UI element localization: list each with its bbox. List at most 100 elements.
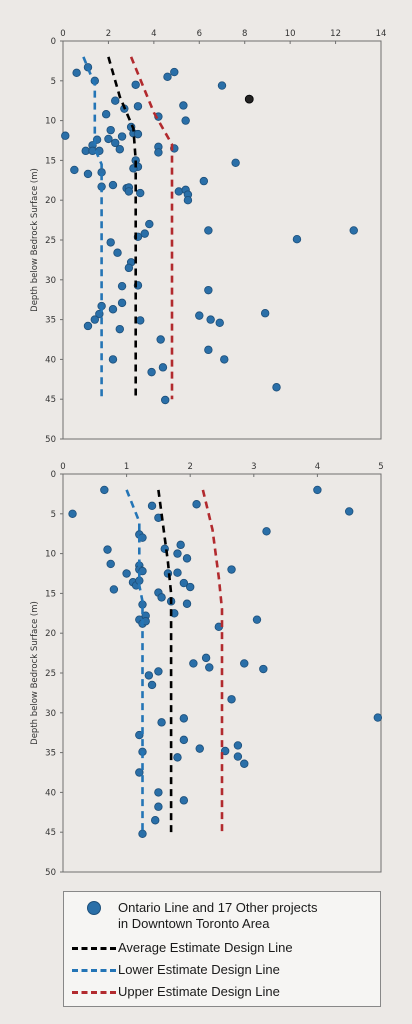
data-point bbox=[252, 615, 262, 624]
blue-circle-icon bbox=[87, 901, 101, 915]
data-point bbox=[206, 315, 215, 324]
data-point bbox=[227, 565, 236, 574]
blue-dashed-line-icon bbox=[72, 968, 116, 972]
x-tick-label: 1 bbox=[124, 462, 129, 472]
data-point bbox=[111, 138, 120, 148]
data-point bbox=[124, 263, 134, 273]
design-line-average bbox=[157, 489, 173, 833]
data-point bbox=[217, 81, 227, 90]
data-point bbox=[133, 102, 143, 111]
x-tick-label: 4 bbox=[315, 462, 320, 472]
data-point bbox=[260, 309, 270, 318]
x-tick-label: 3 bbox=[251, 462, 256, 472]
data-point bbox=[83, 321, 93, 331]
data-point bbox=[106, 238, 115, 247]
data-point bbox=[233, 741, 243, 750]
x-tick-label: 14 bbox=[376, 29, 387, 39]
y-tick-label: 0 bbox=[51, 470, 56, 480]
data-point bbox=[192, 500, 201, 509]
data-point bbox=[108, 180, 118, 190]
data-point bbox=[83, 169, 93, 179]
data-point bbox=[179, 735, 189, 745]
data-point bbox=[233, 752, 243, 761]
legend-projects-label-line1: Ontario Line and 17 Other projects bbox=[118, 900, 318, 915]
y-tick-label: 15 bbox=[45, 589, 56, 599]
design-line-lower bbox=[125, 489, 144, 833]
design-line-lower bbox=[82, 56, 103, 400]
data-point bbox=[231, 158, 240, 167]
data-point bbox=[117, 298, 127, 308]
data-point bbox=[106, 125, 115, 135]
x-tick-label: 6 bbox=[197, 29, 202, 39]
legend-item-projects: Ontario Line and 17 Other projects in Do… bbox=[70, 900, 317, 932]
data-point bbox=[124, 187, 134, 196]
design-line-upper bbox=[129, 56, 174, 400]
data-point bbox=[144, 671, 154, 680]
data-point bbox=[259, 664, 268, 674]
y-tick-label: 45 bbox=[45, 828, 56, 838]
data-point bbox=[136, 316, 145, 325]
y-tick-label: 45 bbox=[45, 395, 56, 405]
data-point bbox=[161, 395, 170, 405]
data-point bbox=[174, 187, 184, 196]
data-point bbox=[147, 680, 157, 690]
data-point bbox=[189, 659, 198, 668]
black-dashed-line-icon bbox=[72, 946, 116, 950]
data-point bbox=[205, 663, 214, 672]
legend-item-average: Average Estimate Design Line bbox=[70, 940, 293, 956]
data-point bbox=[156, 335, 165, 344]
legend-item-lower: Lower Estimate Design Line bbox=[70, 962, 280, 978]
y-tick-label: 25 bbox=[45, 669, 56, 679]
data-point bbox=[185, 582, 195, 592]
data-point bbox=[199, 176, 209, 186]
y-tick-label: 30 bbox=[45, 276, 56, 286]
data-point bbox=[117, 281, 127, 291]
y-tick-label: 35 bbox=[45, 749, 56, 759]
y-axis-label: Depth below Bedrock Surface (m) bbox=[30, 601, 40, 745]
data-point bbox=[227, 695, 236, 704]
data-point bbox=[179, 796, 189, 805]
data-point bbox=[108, 305, 118, 314]
data-point bbox=[170, 67, 179, 77]
y-tick-label: 0 bbox=[51, 37, 56, 47]
x-tick-label: 10 bbox=[285, 29, 296, 39]
data-point bbox=[201, 653, 211, 663]
data-point bbox=[108, 355, 118, 364]
data-point bbox=[136, 188, 145, 198]
data-point bbox=[157, 718, 166, 727]
data-point bbox=[154, 802, 163, 811]
data-point bbox=[272, 383, 281, 392]
y-tick-label: 25 bbox=[45, 236, 56, 246]
legend-upper-label: Upper Estimate Design Line bbox=[118, 984, 280, 999]
data-point bbox=[220, 355, 229, 364]
x-tick-label: 0 bbox=[60, 29, 65, 39]
data-point bbox=[131, 80, 140, 89]
y-tick-label: 10 bbox=[45, 550, 56, 560]
x-tick-label: 4 bbox=[151, 29, 156, 39]
data-point bbox=[154, 667, 163, 676]
data-point bbox=[147, 367, 156, 377]
y-axis-label: Depth below Bedrock Surface (m) bbox=[30, 168, 40, 312]
data-point bbox=[195, 744, 204, 753]
data-point bbox=[181, 116, 190, 125]
data-point bbox=[133, 129, 143, 139]
y-tick-label: 5 bbox=[51, 77, 56, 87]
data-point bbox=[292, 235, 302, 244]
data-point bbox=[154, 148, 163, 157]
data-point bbox=[140, 229, 149, 238]
data-point bbox=[135, 768, 144, 777]
data-point bbox=[179, 578, 189, 588]
data-point bbox=[147, 501, 157, 511]
y-tick-label: 5 bbox=[51, 510, 56, 520]
x-tick-label: 12 bbox=[330, 29, 341, 39]
y-tick-label: 20 bbox=[45, 629, 56, 639]
y-tick-label: 35 bbox=[45, 316, 56, 326]
data-point bbox=[262, 527, 271, 536]
data-point bbox=[163, 72, 172, 82]
data-point bbox=[173, 568, 182, 577]
data-point bbox=[106, 559, 115, 569]
data-point bbox=[349, 226, 358, 235]
data-point bbox=[182, 554, 192, 563]
